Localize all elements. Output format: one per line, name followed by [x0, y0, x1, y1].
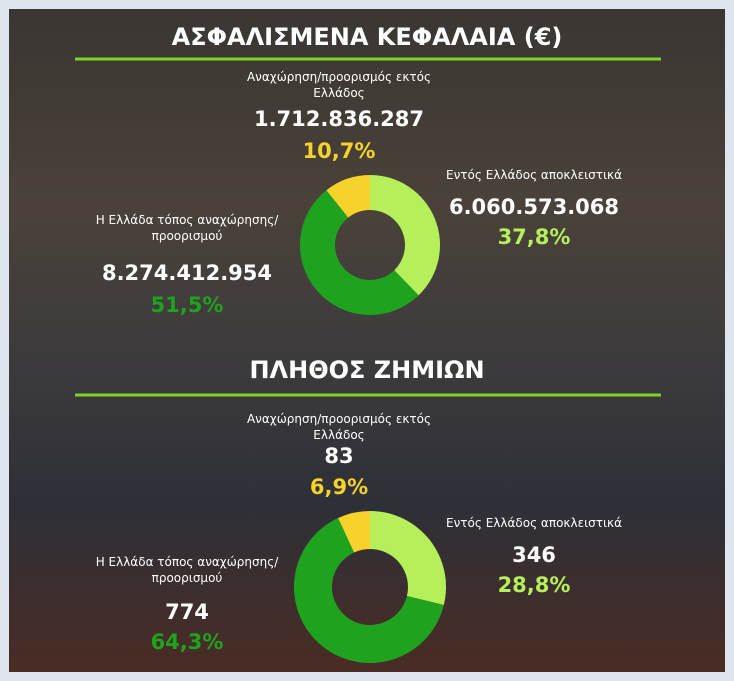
- donut-slice: [326, 175, 370, 218]
- donut-slice: [338, 511, 370, 553]
- chart-title: ΑΣΦΑΛΙΣΜΕΝΑ ΚΕΦΑΛΑΙΑ (€): [171, 23, 563, 51]
- percent-label: 6,9%: [309, 475, 369, 499]
- percent-label: 64,3%: [150, 630, 224, 654]
- percent-label: 51,5%: [150, 293, 224, 317]
- donut-slice: [300, 190, 419, 315]
- category-label: Η Ελλάδα τόπος αναχώρησης/προορισμού: [95, 555, 279, 585]
- percent-label: 28,8%: [497, 573, 571, 597]
- donut-slice: [370, 175, 440, 296]
- chart-title: ΠΛΗΘΟΣ ΖΗΜΙΩΝ: [249, 356, 485, 384]
- amount-label: 774: [165, 600, 209, 624]
- category-label: Αναχώρηση/προορισμός εκτός Ελλάδος: [246, 70, 432, 100]
- percent-label: 10,7%: [302, 139, 376, 163]
- amount-label: 8.274.412.954: [101, 261, 273, 285]
- category-label: Αναχώρηση/προορισμός εκτός Ελλάδος: [246, 412, 432, 442]
- amount-label: 346: [512, 543, 556, 567]
- category-label: Η Ελλάδα τόπος αναχώρησης/προορισμού: [95, 213, 279, 243]
- donut-slice: [370, 511, 447, 605]
- donut-canvas: [75, 57, 661, 663]
- percent-label: 37,8%: [497, 225, 571, 249]
- donut-slice: [294, 518, 444, 663]
- amount-label: 83: [324, 444, 354, 468]
- amount-label: 6.060.573.068: [448, 195, 620, 219]
- amount-label: 1.712.836.287: [253, 107, 425, 131]
- category-label: Εντός Ελλάδος αποκλειστικά: [445, 168, 622, 182]
- category-label: Εντός Ελλάδος αποκλειστικά: [445, 516, 622, 530]
